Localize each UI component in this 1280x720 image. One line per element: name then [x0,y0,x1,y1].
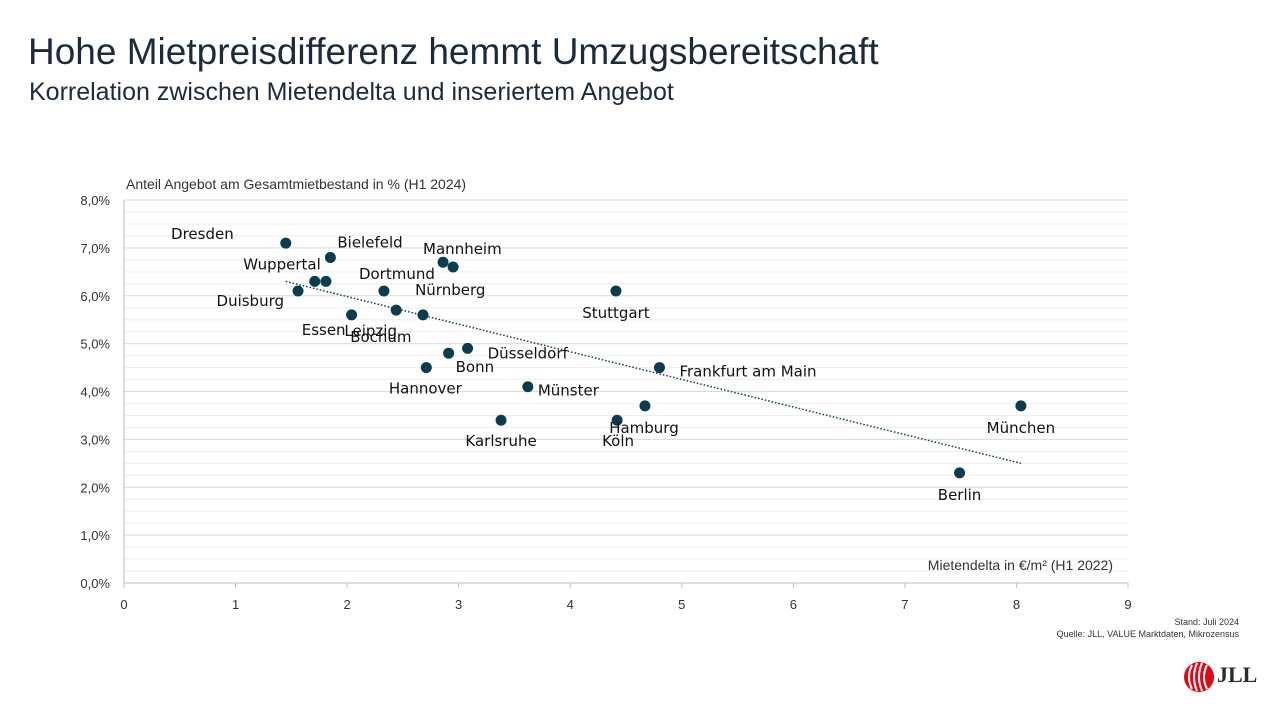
data-point [443,347,455,359]
jll-logo: JLL [1183,661,1257,693]
data-point [346,309,358,321]
point-label: Berlin [938,486,982,504]
data-point [280,237,292,249]
point-label: Karlsruhe [465,432,536,450]
point-label: Bielefeld [337,233,402,251]
data-point [495,414,507,426]
point-label: Stuttgart [582,304,650,322]
data-points [280,237,1027,479]
x-tick-label: 5 [678,597,685,612]
y-tick-label: 7,0% [80,241,110,256]
y-tick-label: 0,0% [80,576,110,591]
x-tick-label: 2 [343,597,350,612]
point-label: Nürnberg [415,281,485,299]
data-point [610,285,622,297]
point-label: Hannover [389,380,463,398]
jll-logo-text: JLL [1217,662,1258,687]
y-tick-label: 8,0% [80,193,110,208]
data-point [320,275,332,287]
x-tick-label: 3 [455,597,462,612]
x-tick-label: 8 [1013,597,1020,612]
point-label: Hamburg [609,419,679,437]
y-tick-label: 6,0% [80,289,110,304]
data-point [390,304,402,316]
trend-line [285,280,1022,465]
page-subtitle: Korrelation zwischen Mietendelta und ins… [29,78,674,106]
data-point [611,414,623,426]
point-label: Bonn [456,358,494,376]
data-point [324,251,336,263]
stand-note: Stand: Juli 2024 [1174,617,1239,627]
data-point [292,285,304,297]
data-point [639,400,651,412]
data-point [417,309,429,321]
x-tick-label: 1 [232,597,239,612]
point-label: Mannheim [423,240,502,258]
x-tick-label: 0 [120,597,127,612]
data-point [309,275,321,287]
grid-lines [124,199,1128,572]
page-title: Hohe Mietpreisdifferenz hemmt Umzugsbere… [28,31,879,72]
point-label: Bochum [350,328,411,346]
axes: 0 1 2 3 4 5 6 7 8 9 0,0% 1,0% 2,0% 3,0% 4,0% 5,0% 6,0% 7,… [80,193,1131,612]
y-axis-label: Anteil Angebot am Gesamtmietbestand in %… [126,176,466,192]
data-point [522,381,534,393]
point-label: Köln [602,432,634,450]
point-label: Duisburg [217,292,285,310]
x-tick-label: 9 [1124,597,1131,612]
x-tick-label: 6 [790,597,797,612]
point-labels: Dresden Bielefeld Wuppertal Duisburg Essen Do… [171,225,1055,504]
source-note: Quelle: JLL, VALUE Marktdaten, Mikrozens… [1056,629,1239,639]
point-label: Wuppertal [243,255,320,273]
data-point [437,256,449,268]
point-label: Münster [538,382,600,400]
data-point [653,362,665,374]
data-point [420,362,432,374]
point-label: München [987,419,1055,437]
point-label: Dortmund [359,265,435,283]
point-label: Frankfurt am Main [679,363,816,381]
point-label: Düsseldorf [488,344,569,362]
y-tick-label: 5,0% [80,337,110,352]
trendline [285,280,1022,465]
point-label: Essen [302,321,346,339]
y-tick-label: 2,0% [80,480,110,495]
data-point [447,261,459,273]
data-point [1015,400,1027,412]
y-tick-label: 4,0% [80,385,110,400]
data-point [462,342,474,354]
point-label: Dresden [171,225,234,243]
data-point [378,285,390,297]
x-axis-label: Mietendelta in €/m² (H1 2022) [928,557,1113,573]
point-label: Leipzig [344,322,397,340]
y-tick-label: 3,0% [80,432,110,447]
x-tick-label: 4 [567,597,574,612]
jll-logo-icon [1184,662,1214,692]
data-point [954,467,966,479]
x-tick-label: 7 [901,597,908,612]
y-tick-label: 1,0% [80,528,110,543]
